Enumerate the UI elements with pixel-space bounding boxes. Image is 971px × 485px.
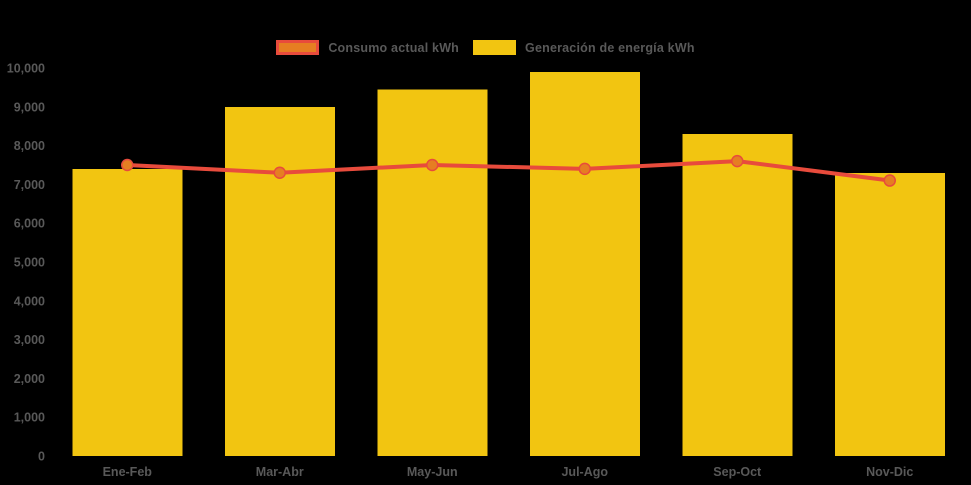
legend-swatch-bar xyxy=(473,40,517,55)
bar-nov-dic[interactable] xyxy=(834,172,945,456)
line-point-sep-oct[interactable] xyxy=(731,154,744,168)
y-tick-label: 5,000 xyxy=(14,256,45,270)
line-point-ene-feb[interactable] xyxy=(121,158,134,172)
line-point-mar-abr[interactable] xyxy=(273,166,286,180)
y-tick-label: 6,000 xyxy=(14,217,45,231)
legend: Consumo actual kWh Generación de energía… xyxy=(0,40,971,55)
legend-item-generacion-energia[interactable]: Generación de energía kWh xyxy=(473,40,695,55)
bar-ene-feb[interactable] xyxy=(72,168,183,456)
legend-label-consumo-actual: Consumo actual kWh xyxy=(328,40,460,55)
line-point-may-jun[interactable] xyxy=(426,158,439,172)
consumption-line xyxy=(125,159,892,183)
legend-label-generacion-energia: Generación de energía kWh xyxy=(525,40,695,55)
x-tick-label: May-Jun xyxy=(407,465,458,479)
bar-mar-abr[interactable] xyxy=(224,106,335,457)
y-tick-label: 3,000 xyxy=(14,333,45,347)
x-tick-label: Jul-Ago xyxy=(561,465,608,479)
bar-jul-ago[interactable] xyxy=(529,71,640,456)
x-tick-label: Ene-Feb xyxy=(103,465,153,479)
y-tick-label: 9,000 xyxy=(14,100,45,114)
x-tick-label: Mar-Abr xyxy=(256,465,304,479)
bar-sep-oct[interactable] xyxy=(682,133,793,456)
line-point-nov-dic[interactable] xyxy=(883,174,896,187)
y-tick-label: 2,000 xyxy=(14,372,45,386)
line-point-jul-ago[interactable] xyxy=(578,162,591,176)
y-tick-label: 7,000 xyxy=(14,178,45,192)
y-tick-label: 1,000 xyxy=(14,411,45,425)
y-tick-label: 4,000 xyxy=(14,294,45,308)
x-tick-label: Sep-Oct xyxy=(713,465,762,479)
y-tick-label: 0 xyxy=(38,450,45,464)
legend-swatch-line xyxy=(276,40,320,55)
x-tick-label: Nov-Dic xyxy=(866,465,913,479)
y-tick-label: 8,000 xyxy=(14,139,45,153)
y-tick-label: 10,000 xyxy=(7,62,45,76)
legend-item-consumo-actual[interactable]: Consumo actual kWh xyxy=(276,40,459,55)
bar-may-jun[interactable] xyxy=(377,89,488,456)
